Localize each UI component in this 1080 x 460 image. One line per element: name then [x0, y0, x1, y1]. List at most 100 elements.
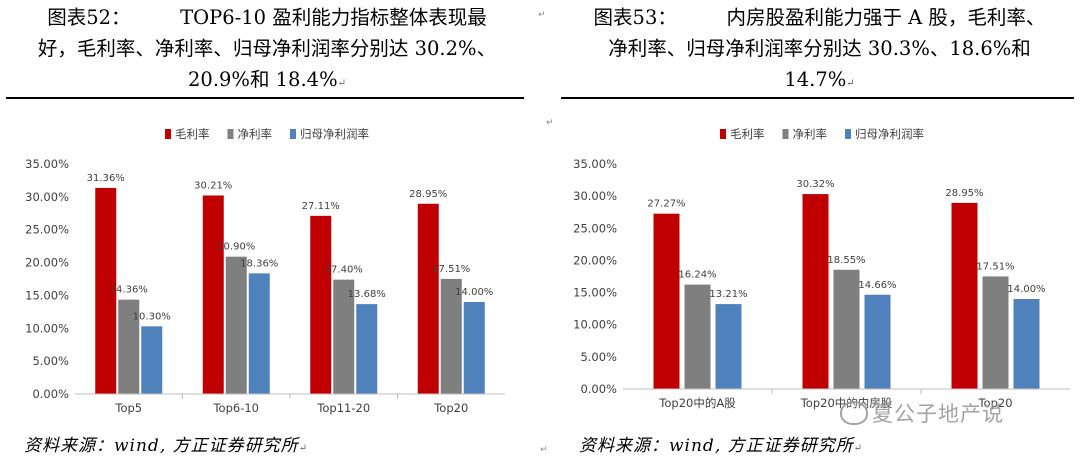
side-paragraph-mark-icon: ↵: [540, 445, 548, 455]
data-label: 13.68%: [348, 289, 386, 300]
data-label: 14.36%: [110, 285, 148, 296]
left-figure-title: 图表52： TOP6-10 盈利能力指标整体表现最 好，毛利率、净利率、归母净利…: [8, 2, 526, 99]
y-tick-label: 5.00%: [580, 350, 617, 364]
watermark: 夏公子地产说: [840, 398, 1004, 428]
left-title-line-3: 20.9%和 18.4%↵: [188, 68, 346, 91]
right-title-line-3: 14.7%↵: [784, 68, 855, 91]
legend-label: 毛利率: [175, 127, 210, 141]
data-label: 18.55%: [827, 255, 865, 266]
data-label: 13.21%: [709, 289, 747, 300]
paragraph-mark-icon: ↵: [298, 443, 309, 454]
data-label: 14.66%: [858, 280, 896, 291]
y-tick-label: 10.00%: [573, 318, 617, 332]
right-title-rule: [561, 97, 1074, 99]
data-label: 14.00%: [455, 287, 493, 298]
paragraph-mark-icon: ↵: [337, 78, 346, 89]
data-label: 10.30%: [133, 311, 171, 322]
bar: [248, 273, 270, 394]
right-title-line-1: 图表53： 内房股盈利能力强于 A 股，毛利率、: [593, 6, 1046, 29]
legend-label: 归母净利润率: [300, 127, 369, 141]
bar: [684, 284, 711, 389]
y-tick-label: 30.00%: [573, 189, 617, 203]
side-paragraph-mark-icon: ↵: [538, 10, 546, 20]
bar: [440, 278, 462, 394]
bar: [95, 187, 117, 394]
bar: [653, 213, 680, 389]
legend-swatch: [782, 129, 789, 139]
right-source-note: 资料来源：wind, 方正证券研究所↵: [579, 436, 864, 456]
data-label: 28.95%: [945, 188, 983, 199]
right-figure-title: 图表53： 内房股盈利能力强于 A 股，毛利率、 净利率、归母净利润率分别达 3…: [563, 2, 1076, 99]
x-tick-label: Top20: [433, 401, 468, 415]
bar: [202, 195, 224, 394]
bar: [802, 194, 829, 389]
left-figure-panel: 图表52： TOP6-10 盈利能力指标整体表现最 好，毛利率、净利率、归母净利…: [0, 0, 530, 460]
data-label: 30.32%: [796, 179, 834, 190]
legend-swatch: [165, 129, 171, 139]
bar: [833, 269, 860, 389]
data-label: 20.90%: [217, 242, 255, 253]
data-label: 31.36%: [87, 173, 125, 184]
data-label: 17.51%: [432, 264, 470, 275]
bar: [118, 299, 140, 394]
bar: [225, 256, 247, 394]
legend-swatch: [290, 129, 296, 139]
data-label: 18.36%: [240, 258, 278, 269]
data-label: 17.51%: [976, 261, 1014, 272]
left-title-rule: [6, 97, 524, 99]
y-tick-label: 25.00%: [573, 221, 617, 235]
y-tick-label: 20.00%: [25, 256, 69, 270]
wechat-logo-icon: [840, 401, 868, 425]
data-label: 30.21%: [194, 180, 232, 191]
y-tick-label: 5.00%: [32, 354, 69, 368]
y-tick-label: 0.00%: [32, 387, 69, 401]
data-label: 17.40%: [325, 265, 363, 276]
legend-label: 毛利率: [730, 127, 765, 141]
y-tick-label: 15.00%: [573, 286, 617, 300]
y-tick-label: 20.00%: [573, 253, 617, 267]
legend-swatch: [720, 129, 726, 139]
y-tick-label: 35.00%: [25, 157, 69, 171]
x-tick-label: Top5: [114, 401, 142, 415]
paragraph-mark-icon: ↵: [846, 78, 855, 89]
legend-label: 归母净利润率: [855, 127, 924, 141]
y-tick-label: 0.00%: [580, 382, 617, 396]
bar: [356, 304, 378, 394]
right-bar-chart: 0.00% 5.00% 10.00% 15.00% 20.00% 25.00% 30.00%…: [573, 127, 1070, 410]
left-title-line-1: 图表52： TOP6-10 盈利能力指标整体表现最: [47, 6, 487, 29]
legend-swatch: [227, 129, 234, 139]
left-bar-chart: 0.00% 5.00% 10.00% 15.00% 20.00% 25.00% 30.00%…: [25, 127, 505, 415]
data-label: 14.00%: [1007, 284, 1045, 295]
x-tick-label: Top20: [977, 396, 1012, 410]
side-paragraph-mark-icon: ↵: [546, 118, 554, 128]
y-tick-label: 15.00%: [25, 288, 69, 302]
bar: [417, 203, 439, 394]
x-tick-label: Top11-20: [316, 401, 370, 415]
bar: [141, 326, 163, 394]
legend-label: 净利率: [238, 127, 273, 141]
y-tick-label: 10.00%: [25, 321, 69, 335]
bar: [310, 215, 332, 394]
data-label: 16.24%: [678, 270, 716, 281]
legend-label: 净利率: [793, 127, 828, 141]
bar: [715, 304, 742, 389]
bar: [951, 202, 978, 389]
left-source-note: 资料来源：wind, 方正证券研究所↵: [24, 436, 309, 456]
legend-swatch: [845, 129, 851, 139]
bar: [982, 276, 1009, 389]
left-title-line-2: 好，毛利率、净利率、归母净利润率分别达 30.2%、: [37, 37, 497, 60]
y-tick-label: 30.00%: [25, 190, 69, 204]
right-title-line-2: 净利率、归母净利润率分别达 30.3%、18.6%和: [608, 37, 1031, 60]
x-tick-label: Top20中的A股: [658, 396, 736, 410]
bar: [333, 279, 355, 394]
y-tick-label: 25.00%: [25, 223, 69, 237]
data-label: 27.27%: [647, 199, 685, 210]
data-label: 27.11%: [302, 201, 340, 212]
watermark-text: 夏公子地产说: [872, 402, 1004, 426]
y-tick-label: 35.00%: [573, 157, 617, 171]
x-tick-label: Top6-10: [212, 401, 259, 415]
data-label: 28.95%: [409, 189, 447, 200]
bar: [864, 294, 891, 389]
right-figure-panel: 图表53： 内房股盈利能力强于 A 股，毛利率、 净利率、归母净利润率分别达 3…: [555, 0, 1080, 460]
bar: [463, 302, 485, 394]
